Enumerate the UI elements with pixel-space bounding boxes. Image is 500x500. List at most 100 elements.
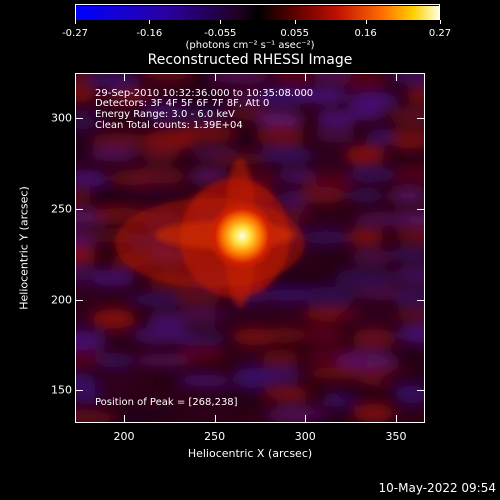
noise-blob (75, 246, 98, 265)
timestamp: 10-May-2022 09:54 (378, 481, 496, 495)
noise-blob (171, 89, 232, 110)
peak-position-text: Position of Peak = [268,238] (95, 397, 238, 408)
noise-blob (75, 86, 98, 102)
colorbar-tick-mark (220, 20, 222, 24)
y-axis-label: Heliocentric Y (arcsec) (17, 186, 31, 310)
noise-blob (87, 73, 140, 88)
noise-blob (299, 231, 354, 245)
noise-blob (298, 186, 349, 204)
noise-blob (350, 249, 397, 264)
annotation-detectors: Detectors: 3F 4F 5F 6F 7F 8F, Att 0 (95, 98, 270, 109)
noise-blob (295, 88, 349, 104)
noise-blob (344, 73, 387, 90)
noise-blob (394, 226, 425, 245)
noise-blob (390, 247, 425, 261)
noise-blob (75, 372, 96, 386)
noise-blob (131, 407, 183, 422)
noise-blob (176, 345, 226, 363)
noise-blob (90, 133, 152, 149)
noise-blob (127, 183, 188, 204)
noise-blob (179, 406, 238, 423)
annotation-total-counts: Clean Total counts: 1.39E+04 (95, 120, 243, 131)
noise-blob (261, 289, 315, 302)
annotation-energy-range: Energy Range: 3.0 - 6.0 keV (95, 109, 235, 120)
noise-blob (396, 325, 425, 343)
x-tick-mark (123, 73, 125, 81)
x-tick-label: 300 (294, 430, 316, 443)
colorbar-tick-label: 0.055 (280, 28, 309, 39)
noise-blob (335, 311, 397, 327)
noise-blob (263, 387, 312, 400)
colorbar-tick-mark (440, 20, 441, 24)
colorbar-tick-label: -0.16 (136, 28, 163, 39)
noise-blob (335, 351, 397, 370)
noise-blob (312, 73, 354, 85)
noise-blob (304, 413, 355, 423)
colorbar-tick-label: -0.27 (62, 28, 88, 39)
colorbar-gradient (76, 6, 439, 20)
noise-blob (106, 87, 156, 104)
y-tick-label: 200 (51, 293, 72, 307)
noise-blob (233, 411, 274, 423)
colorbar-tick-label: -0.055 (204, 28, 237, 39)
noise-blob (394, 347, 425, 363)
noise-blob (75, 132, 100, 149)
x-tick-label: 250 (204, 430, 226, 443)
noise-blob (314, 126, 357, 143)
noise-blob (346, 92, 400, 108)
noise-blob (395, 406, 425, 421)
noise-blob (75, 411, 118, 423)
noise-blob (346, 189, 385, 203)
noise-blob (261, 366, 302, 383)
noise-blob (126, 167, 187, 186)
noise-blob (261, 327, 308, 342)
noise-blob (91, 269, 137, 286)
noise-blob (89, 186, 138, 205)
noise-blob (177, 374, 233, 387)
noise-blob (298, 210, 347, 229)
x-tick-mark (123, 415, 125, 423)
x-tick-mark (305, 73, 307, 81)
y-tick-mark (417, 209, 425, 210)
noise-blob (88, 147, 139, 162)
noise-blob (305, 366, 367, 380)
noise-blob (142, 73, 193, 81)
y-tick-mark (417, 118, 425, 120)
annotation-time-range: 29-Sep-2010 10:32:36.000 to 10:35:08.000 (95, 88, 314, 99)
x-tick-mark (214, 73, 216, 81)
noise-blob (345, 106, 387, 121)
plot-title: Reconstructed RHESSI Image (147, 52, 353, 68)
noise-blob (389, 106, 425, 126)
x-tick-label: 200 (113, 430, 135, 443)
noise-blob (188, 169, 228, 183)
noise-blob (75, 191, 95, 203)
colorbar-tick-label: 0.16 (354, 28, 377, 39)
noise-blob (171, 108, 230, 122)
rhessi-image (75, 73, 425, 423)
noise-blob (405, 88, 425, 102)
noise-blob (75, 170, 108, 188)
x-tick-mark (395, 415, 397, 423)
noise-blob (260, 350, 301, 365)
noise-blob (213, 306, 268, 325)
noise-blob (92, 352, 136, 368)
noise-blob (93, 384, 135, 403)
noise-blob (132, 392, 190, 408)
noise-blob (75, 330, 108, 351)
noise-blob (88, 103, 140, 123)
noise-blob (317, 248, 355, 267)
noise-blob (394, 265, 425, 285)
noise-blob (301, 286, 357, 306)
noise-blob (92, 309, 136, 329)
colorbar-tick-mark (75, 20, 76, 24)
x-tick-label: 350 (385, 430, 407, 443)
y-tick-mark (75, 299, 83, 301)
noise-blob (129, 293, 185, 306)
colorbar-units: (photons cm⁻² s⁻¹ asec⁻²) (185, 40, 315, 51)
noise-blob (393, 288, 425, 308)
noise-blob (334, 268, 398, 289)
noise-blob (256, 87, 312, 106)
noise-blob (299, 172, 359, 190)
noise-blob (348, 167, 399, 182)
noise-blob (389, 73, 425, 85)
